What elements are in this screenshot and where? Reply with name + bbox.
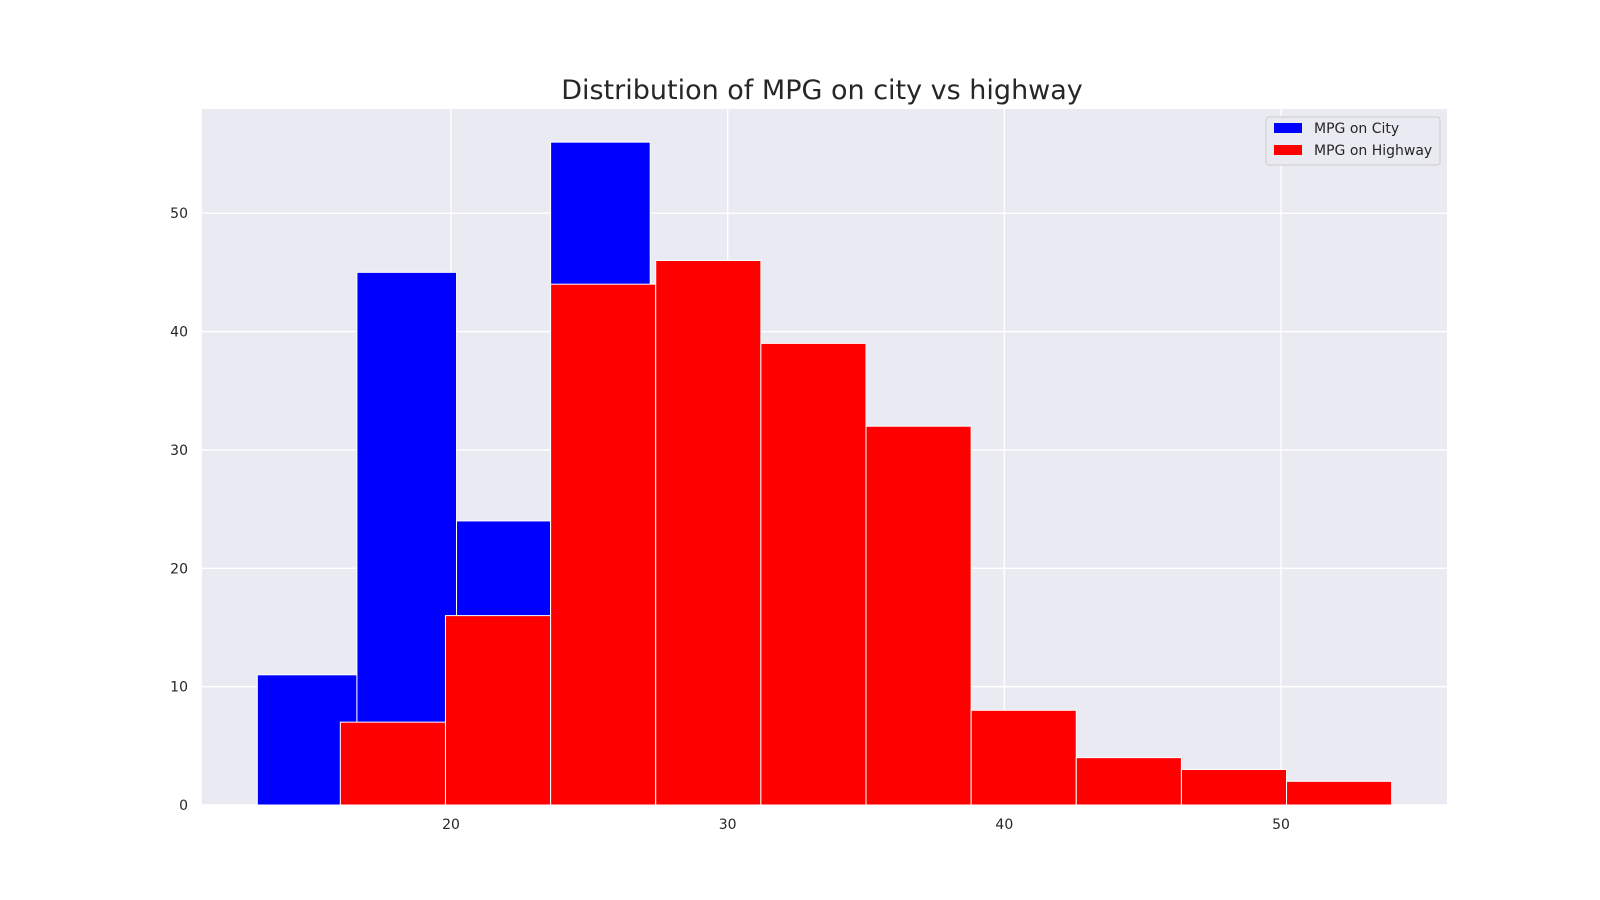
y-tick-label: 30 [170,443,188,459]
x-tick-label: 40 [995,817,1013,833]
bar-mpg-on-highway-10 [1286,780,1393,806]
y-tick-label: 0 [179,798,188,814]
y-tick-label: 50 [170,206,188,222]
chart-title: Distribution of MPG on city vs highway [561,75,1083,106]
bar-mpg-on-highway-5 [760,342,867,806]
y-axis-tick-labels: 0 10 20 30 40 50 [170,206,188,814]
legend-box [1265,116,1441,166]
x-tick-label: 50 [1272,817,1290,833]
bar-mpg-on-highway-6 [865,425,972,806]
legend-swatch-highway [1274,145,1302,155]
legend-swatch-city [1274,123,1302,133]
y-tick-label: 10 [170,680,188,696]
bar-mpg-on-highway-3 [550,283,657,806]
x-tick-label: 20 [442,817,460,833]
bar-mpg-on-highway-1 [339,721,446,806]
bar-mpg-on-highway-9 [1180,768,1288,806]
x-tick-label: 30 [719,817,737,833]
y-tick-label: 40 [170,325,188,341]
bar-mpg-on-highway-2 [444,615,552,806]
legend-label-highway: MPG on Highway [1314,143,1432,159]
bar-mpg-on-highway-8 [1075,757,1182,806]
bars [256,141,1393,806]
legend-label-city: MPG on City [1314,121,1399,137]
legend: MPG on City MPG on Highway [1265,116,1441,166]
bar-mpg-on-highway-4 [655,260,762,806]
bar-mpg-on-city-2 [356,271,458,806]
bar-mpg-on-highway-7 [970,709,1077,806]
y-tick-label: 20 [170,561,188,577]
x-axis-tick-labels: 20 30 40 50 [442,817,1290,833]
